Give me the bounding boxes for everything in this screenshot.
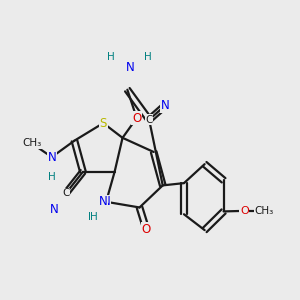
Text: N: N <box>99 195 108 208</box>
Text: O: O <box>132 112 141 124</box>
Text: H: H <box>144 52 152 61</box>
Text: H: H <box>107 52 115 61</box>
Text: O: O <box>240 206 249 216</box>
Text: S: S <box>100 117 107 130</box>
Text: N: N <box>50 203 59 216</box>
Text: N: N <box>102 195 110 208</box>
Text: CH₃: CH₃ <box>254 206 274 216</box>
Text: N: N <box>126 61 135 74</box>
Text: H: H <box>88 212 95 221</box>
Text: O: O <box>142 223 151 236</box>
Text: N: N <box>47 151 56 164</box>
Text: C: C <box>146 115 153 125</box>
Text: H: H <box>49 172 56 182</box>
Text: H: H <box>90 212 98 221</box>
Text: C: C <box>62 188 70 198</box>
Text: N: N <box>126 61 135 74</box>
Text: H: H <box>144 52 152 61</box>
Text: H: H <box>107 52 115 61</box>
Text: CH₃: CH₃ <box>22 139 42 148</box>
Text: N: N <box>160 99 169 112</box>
